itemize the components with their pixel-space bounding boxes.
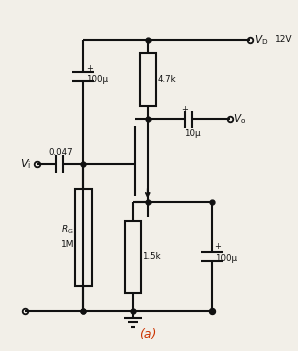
Text: 4.7k: 4.7k xyxy=(157,75,176,84)
Bar xyxy=(75,189,91,286)
Text: 1.5k: 1.5k xyxy=(142,252,161,261)
Text: +: + xyxy=(181,105,188,114)
Text: 10μ: 10μ xyxy=(184,129,201,138)
Bar xyxy=(125,221,141,293)
Text: $R_{\rm G}$: $R_{\rm G}$ xyxy=(61,224,74,236)
Text: 1M: 1M xyxy=(60,240,74,249)
Text: +: + xyxy=(86,64,93,73)
Bar xyxy=(139,53,156,106)
Text: 0.047: 0.047 xyxy=(48,148,73,157)
Text: $V_{\rm D}$: $V_{\rm D}$ xyxy=(254,33,268,47)
Text: 12V: 12V xyxy=(275,35,293,44)
Text: $V_{\rm i}$: $V_{\rm i}$ xyxy=(20,157,31,171)
Text: +: + xyxy=(215,242,221,251)
Text: 100μ: 100μ xyxy=(86,75,108,84)
Text: (a): (a) xyxy=(139,328,156,342)
Text: 100μ: 100μ xyxy=(215,254,237,263)
Text: $V_{\rm o}$: $V_{\rm o}$ xyxy=(233,113,246,126)
